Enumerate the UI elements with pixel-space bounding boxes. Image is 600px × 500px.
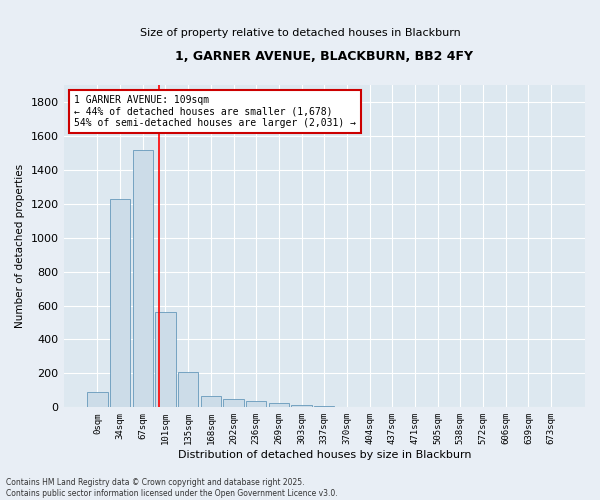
Bar — [292, 406, 312, 407]
Y-axis label: Number of detached properties: Number of detached properties — [15, 164, 25, 328]
Bar — [314, 406, 334, 408]
Text: 1 GARNER AVENUE: 109sqm
← 44% of detached houses are smaller (1,678)
54% of semi: 1 GARNER AVENUE: 109sqm ← 44% of detache… — [74, 94, 356, 128]
Bar — [178, 372, 199, 408]
Text: Size of property relative to detached houses in Blackburn: Size of property relative to detached ho… — [140, 28, 460, 38]
Bar — [223, 400, 244, 407]
Bar — [246, 402, 266, 407]
Bar — [200, 396, 221, 407]
Text: Contains HM Land Registry data © Crown copyright and database right 2025.
Contai: Contains HM Land Registry data © Crown c… — [6, 478, 338, 498]
Bar — [155, 312, 176, 408]
Bar — [133, 150, 153, 408]
Title: 1, GARNER AVENUE, BLACKBURN, BB2 4FY: 1, GARNER AVENUE, BLACKBURN, BB2 4FY — [175, 50, 473, 63]
Bar — [269, 403, 289, 407]
Bar — [87, 392, 107, 407]
Bar — [110, 198, 130, 408]
X-axis label: Distribution of detached houses by size in Blackburn: Distribution of detached houses by size … — [178, 450, 471, 460]
